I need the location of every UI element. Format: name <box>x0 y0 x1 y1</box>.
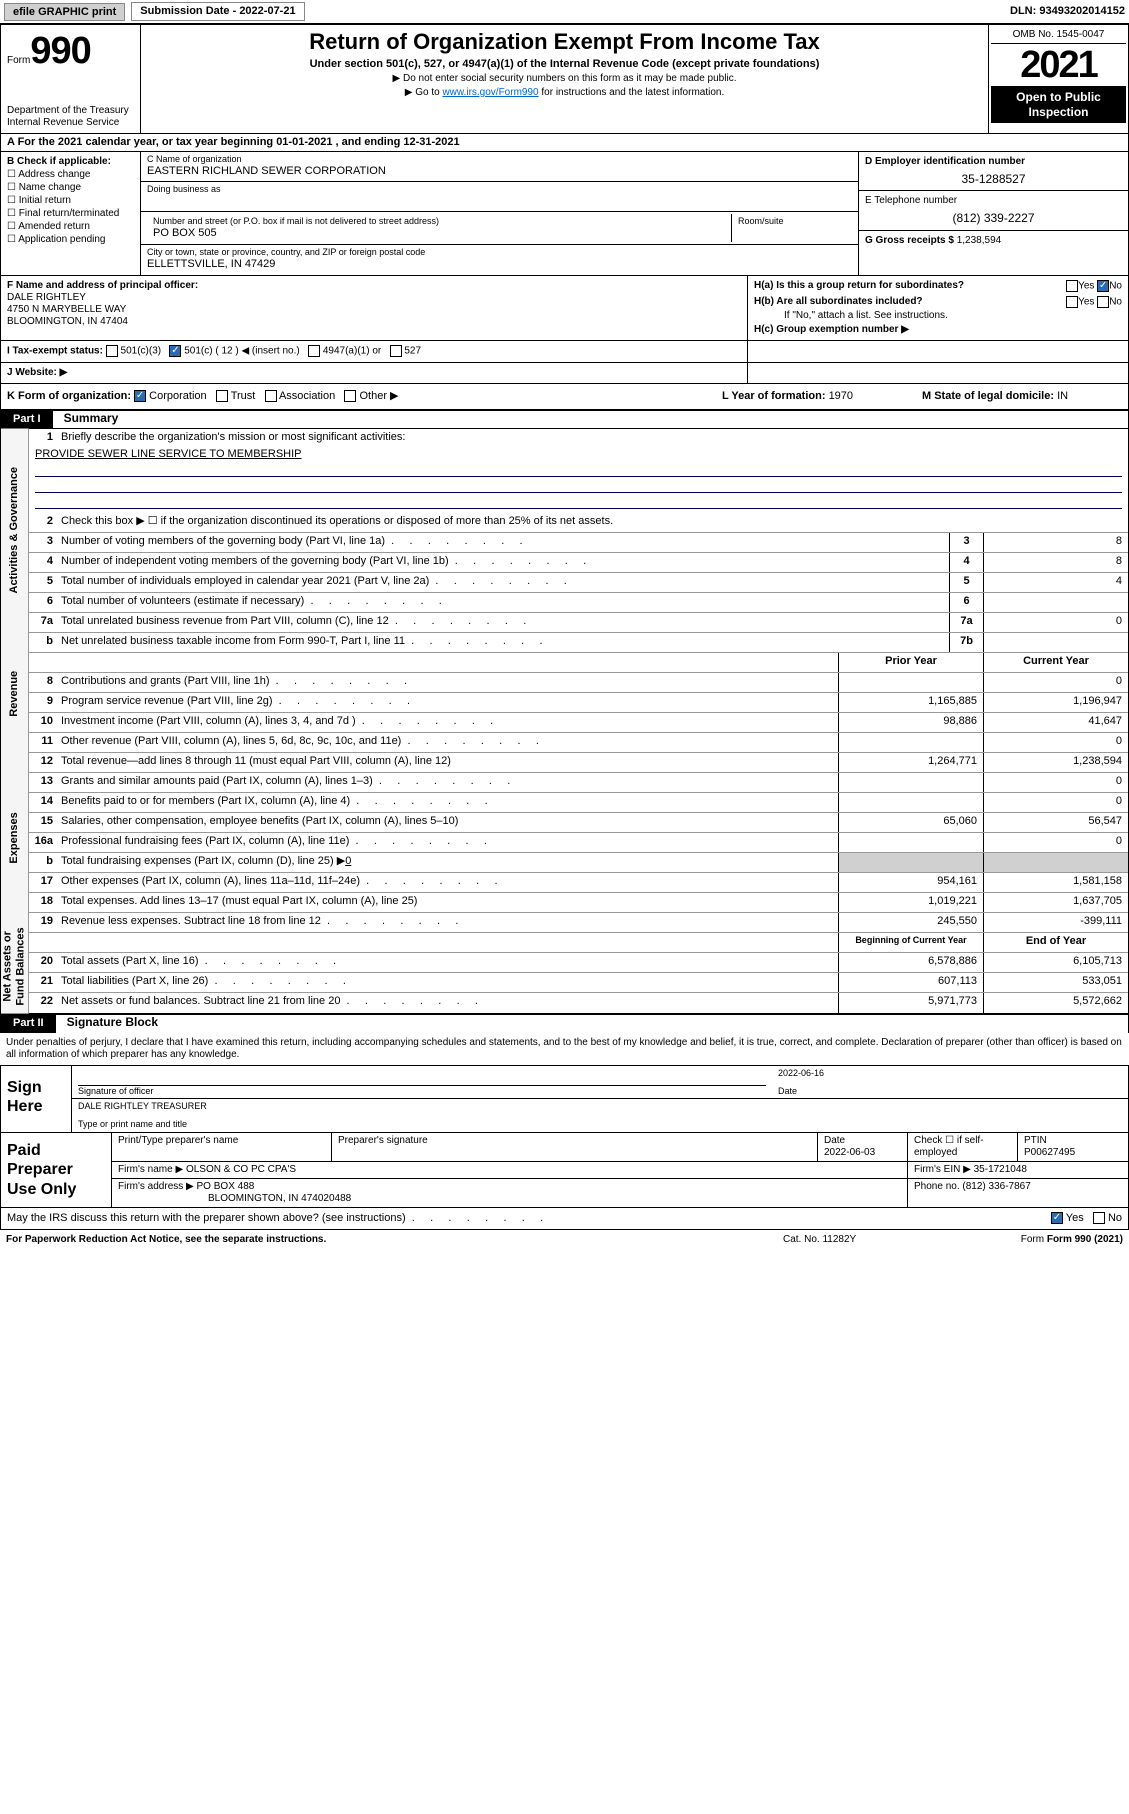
vtab-netassets: Net Assets or Fund Balances <box>1 920 29 1014</box>
v6 <box>983 593 1128 612</box>
city-state-zip: ELLETTSVILLE, IN 47429 <box>147 258 852 271</box>
row-k: K Form of organization: ✓ Corporation Tr… <box>0 384 1129 410</box>
form990-link[interactable]: www.irs.gov/Form990 <box>442 87 538 98</box>
row-j: J Website: ▶ <box>0 363 1129 384</box>
cb-amended-return[interactable]: ☐ Amended return <box>7 221 134 233</box>
year-formation: 1970 <box>829 390 853 402</box>
telephone: (812) 339-2227 <box>865 211 1122 225</box>
v3: 8 <box>983 533 1128 552</box>
firm-phone: (812) 336-7867 <box>962 1181 1030 1192</box>
dept-treasury: Department of the Treasury <box>7 105 134 117</box>
cb-final-return[interactable]: ☐ Final return/terminated <box>7 208 134 220</box>
dln-label: DLN: 93493202014152 <box>1010 5 1125 18</box>
ein: 35-1288527 <box>865 172 1122 186</box>
cb-address-change[interactable]: ☐ Address change <box>7 169 134 181</box>
cb-association[interactable] <box>265 390 277 402</box>
part1-header: Part I Summary <box>0 410 1129 428</box>
gross-receipts: 1,238,594 <box>957 235 1002 246</box>
mission-text: PROVIDE SEWER LINE SERVICE TO MEMBERSHIP <box>35 448 1122 461</box>
cb-501c[interactable]: ✓ <box>169 345 181 357</box>
page-footer: For Paperwork Reduction Act Notice, see … <box>0 1229 1129 1250</box>
efile-print-button[interactable]: efile GRAPHIC print <box>4 3 125 21</box>
vtab-activities: Activities & Governance <box>1 429 29 632</box>
firm-ein: 35-1721048 <box>974 1164 1027 1175</box>
state-domicile: IN <box>1057 390 1068 402</box>
form-header: Form990 Department of the Treasury Inter… <box>0 24 1129 134</box>
row-i: I Tax-exempt status: 501(c)(3) ✓ 501(c) … <box>0 341 1129 363</box>
form-number: 990 <box>30 30 90 72</box>
cb-4947[interactable] <box>308 345 320 357</box>
firm-name: OLSON & CO PC CPA'S <box>186 1164 296 1175</box>
hb-no[interactable] <box>1097 296 1109 308</box>
cb-initial-return[interactable]: ☐ Initial return <box>7 195 134 207</box>
cb-application-pending[interactable]: ☐ Application pending <box>7 234 134 246</box>
note-no-ssn: ▶ Do not enter social security numbers o… <box>149 73 980 85</box>
street-address: PO BOX 505 <box>153 227 725 240</box>
box-b: B Check if applicable: ☐ Address change … <box>1 152 141 275</box>
ha-yes[interactable] <box>1066 280 1078 292</box>
entity-block: B Check if applicable: ☐ Address change … <box>0 152 1129 276</box>
cb-501c3[interactable] <box>106 345 118 357</box>
form-subtitle: Under section 501(c), 527, or 4947(a)(1)… <box>149 58 980 71</box>
part1-body: Activities & Governance Revenue Expenses… <box>0 428 1129 1014</box>
open-to-public: Open to Public Inspection <box>991 86 1126 123</box>
irs-label: Internal Revenue Service <box>7 117 134 129</box>
discuss-yes[interactable]: ✓ <box>1051 1212 1063 1224</box>
v7b <box>983 633 1128 652</box>
v7a: 0 <box>983 613 1128 632</box>
vtab-expenses: Expenses <box>1 756 29 920</box>
sign-block: Sign Here Signature of officer 2022-06-1… <box>0 1065 1129 1134</box>
omb-number: OMB No. 1545-0047 <box>991 27 1126 44</box>
cb-527[interactable] <box>390 345 402 357</box>
discuss-no[interactable] <box>1093 1212 1105 1224</box>
box-c: C Name of organization EASTERN RICHLAND … <box>141 152 858 275</box>
row-fh: F Name and address of principal officer:… <box>0 276 1129 341</box>
hb-yes[interactable] <box>1066 296 1078 308</box>
firm-addr: PO BOX 488 <box>197 1181 255 1192</box>
note-goto: ▶ Go to www.irs.gov/Form990 for instruct… <box>149 87 980 99</box>
v4: 8 <box>983 553 1128 572</box>
topbar: efile GRAPHIC print Submission Date - 20… <box>0 0 1129 24</box>
cb-name-change[interactable]: ☐ Name change <box>7 182 134 194</box>
part2-header: Part II Signature Block <box>0 1014 1129 1032</box>
form-title: Return of Organization Exempt From Incom… <box>149 29 980 55</box>
ha-no[interactable]: ✓ <box>1097 280 1109 292</box>
officer-name-title: DALE RIGHTLEY TREASURER <box>78 1101 1122 1119</box>
cb-trust43[interactable] <box>216 390 228 402</box>
vtab-revenue: Revenue <box>1 631 29 756</box>
officer-name: DALE RIGHTLEY <box>7 292 741 304</box>
v5: 4 <box>983 573 1128 592</box>
submission-date-box: Submission Date - 2022-07-21 <box>131 2 304 21</box>
cb-other[interactable] <box>344 390 356 402</box>
preparer-block: Paid Preparer Use Only Print/Type prepar… <box>0 1133 1129 1208</box>
box-d: D Employer identification number 35-1288… <box>858 152 1128 275</box>
prep-date: 2022-06-03 <box>824 1147 901 1159</box>
discuss-row: May the IRS discuss this return with the… <box>0 1208 1129 1229</box>
row-a-period: A For the 2021 calendar year, or tax yea… <box>0 134 1129 152</box>
sign-date: 2022-06-16 <box>778 1068 1122 1086</box>
box-f: F Name and address of principal officer:… <box>1 276 748 340</box>
ptin: P00627495 <box>1024 1147 1122 1159</box>
form-word: Form <box>7 55 30 66</box>
cb-corporation[interactable]: ✓ <box>134 390 146 402</box>
declaration-text: Under penalties of perjury, I declare th… <box>0 1033 1129 1065</box>
tax-year: 2021 <box>991 44 1126 86</box>
box-h: H(a) Is this a group return for subordin… <box>748 276 1128 340</box>
org-name: EASTERN RICHLAND SEWER CORPORATION <box>147 165 852 178</box>
